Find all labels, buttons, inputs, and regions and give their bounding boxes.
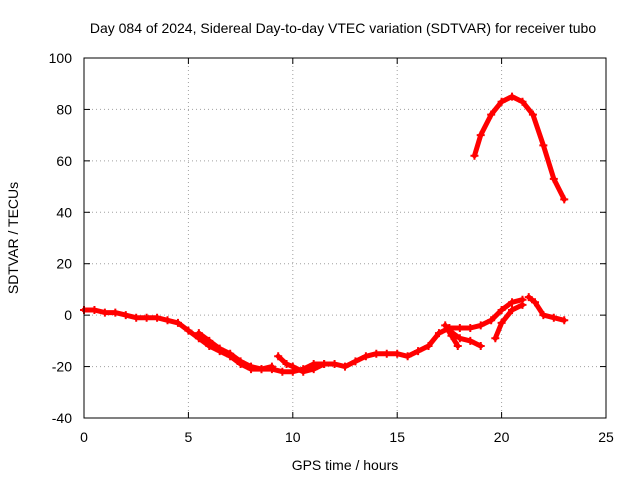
data-point bbox=[320, 360, 329, 368]
data-point bbox=[100, 308, 109, 317]
data-point bbox=[330, 360, 339, 368]
data-point bbox=[361, 352, 370, 361]
series-trace-band-a bbox=[194, 329, 276, 374]
data-point bbox=[299, 367, 308, 376]
data-point bbox=[372, 349, 381, 358]
data-point bbox=[236, 357, 245, 366]
data-point bbox=[497, 318, 506, 327]
data-point bbox=[466, 324, 475, 332]
data-point bbox=[267, 362, 276, 371]
data-point bbox=[455, 324, 464, 332]
data-point bbox=[476, 342, 485, 350]
x-tick-label: 5 bbox=[185, 429, 193, 445]
data-point bbox=[309, 365, 318, 374]
data-point bbox=[453, 342, 462, 350]
data-point bbox=[393, 349, 402, 358]
data-point bbox=[518, 300, 527, 309]
y-tick-label: 100 bbox=[49, 50, 73, 66]
y-tick-label: 40 bbox=[56, 204, 72, 220]
data-point bbox=[539, 311, 548, 320]
data-point bbox=[447, 331, 456, 340]
y-tick-label: -40 bbox=[52, 410, 72, 426]
data-point bbox=[278, 367, 287, 376]
data-point bbox=[497, 97, 506, 106]
data-point bbox=[549, 313, 558, 322]
data-point bbox=[132, 313, 141, 322]
data-point bbox=[341, 362, 349, 371]
data-point bbox=[455, 334, 464, 343]
x-axis-label: GPS time / hours bbox=[292, 457, 399, 473]
series-trace-branch-dip bbox=[441, 321, 462, 350]
x-tick-label: 15 bbox=[389, 429, 405, 445]
data-point bbox=[549, 174, 558, 183]
data-point bbox=[497, 306, 506, 314]
data-point bbox=[121, 311, 130, 320]
data-point bbox=[518, 97, 527, 106]
y-tick-label: -20 bbox=[52, 359, 72, 375]
data-point bbox=[153, 313, 162, 322]
axis-ticks: 0 5 10 15 20 25 -40 -20 0 20 40 60 80 100 bbox=[49, 50, 614, 445]
data-point bbox=[247, 362, 256, 371]
chart-title: Day 084 of 2024, Sidereal Day-to-day VTE… bbox=[90, 20, 597, 36]
series-line bbox=[446, 328, 484, 349]
data-point bbox=[288, 362, 297, 371]
data-point bbox=[441, 321, 450, 330]
data-point bbox=[487, 110, 496, 119]
y-tick-label: 80 bbox=[56, 101, 72, 117]
data-point bbox=[524, 293, 533, 302]
data-point bbox=[424, 342, 433, 350]
data-point bbox=[487, 316, 496, 325]
data-series bbox=[80, 92, 569, 376]
data-point bbox=[90, 306, 99, 314]
data-point bbox=[215, 344, 224, 353]
series-line bbox=[492, 302, 525, 341]
series-trace-branch-low bbox=[445, 326, 485, 350]
y-tick-label: 20 bbox=[56, 256, 72, 272]
data-point bbox=[111, 308, 120, 317]
data-point bbox=[414, 347, 423, 356]
data-point bbox=[560, 195, 569, 204]
x-tick-label: 0 bbox=[80, 429, 88, 445]
data-point bbox=[257, 365, 266, 374]
data-point bbox=[351, 357, 360, 366]
data-point bbox=[403, 352, 412, 361]
data-point bbox=[184, 326, 193, 335]
series-trace-band-b bbox=[274, 352, 329, 376]
data-point bbox=[560, 316, 569, 325]
data-point bbox=[508, 92, 517, 101]
data-point bbox=[205, 336, 214, 345]
series-trace-late-rise bbox=[491, 300, 527, 343]
data-point bbox=[466, 336, 475, 345]
data-point bbox=[194, 329, 203, 338]
data-point bbox=[491, 334, 500, 343]
data-point bbox=[274, 352, 283, 361]
series-trace-tail bbox=[524, 293, 569, 325]
y-tick-label: 60 bbox=[56, 153, 72, 169]
data-point bbox=[173, 318, 182, 327]
data-point bbox=[528, 110, 537, 119]
series-line bbox=[472, 94, 567, 202]
data-point bbox=[470, 151, 479, 160]
series-trace-peak bbox=[470, 92, 569, 204]
x-tick-label: 10 bbox=[285, 429, 301, 445]
y-tick-label: 0 bbox=[64, 307, 72, 323]
y-axis-label: SDTVAR / TECUs bbox=[5, 182, 21, 294]
data-point bbox=[539, 141, 548, 150]
data-point bbox=[142, 313, 151, 322]
data-point bbox=[476, 321, 485, 330]
data-point bbox=[508, 298, 517, 307]
data-point bbox=[531, 298, 540, 307]
data-point bbox=[476, 131, 485, 140]
data-point bbox=[508, 306, 517, 314]
plot-frame bbox=[83, 57, 607, 419]
data-point bbox=[226, 349, 235, 358]
x-tick-label: 20 bbox=[494, 429, 510, 445]
data-point bbox=[282, 360, 291, 368]
data-point bbox=[382, 349, 391, 358]
data-point bbox=[434, 329, 443, 338]
x-tick-label: 25 bbox=[598, 429, 614, 445]
data-point bbox=[163, 316, 172, 325]
